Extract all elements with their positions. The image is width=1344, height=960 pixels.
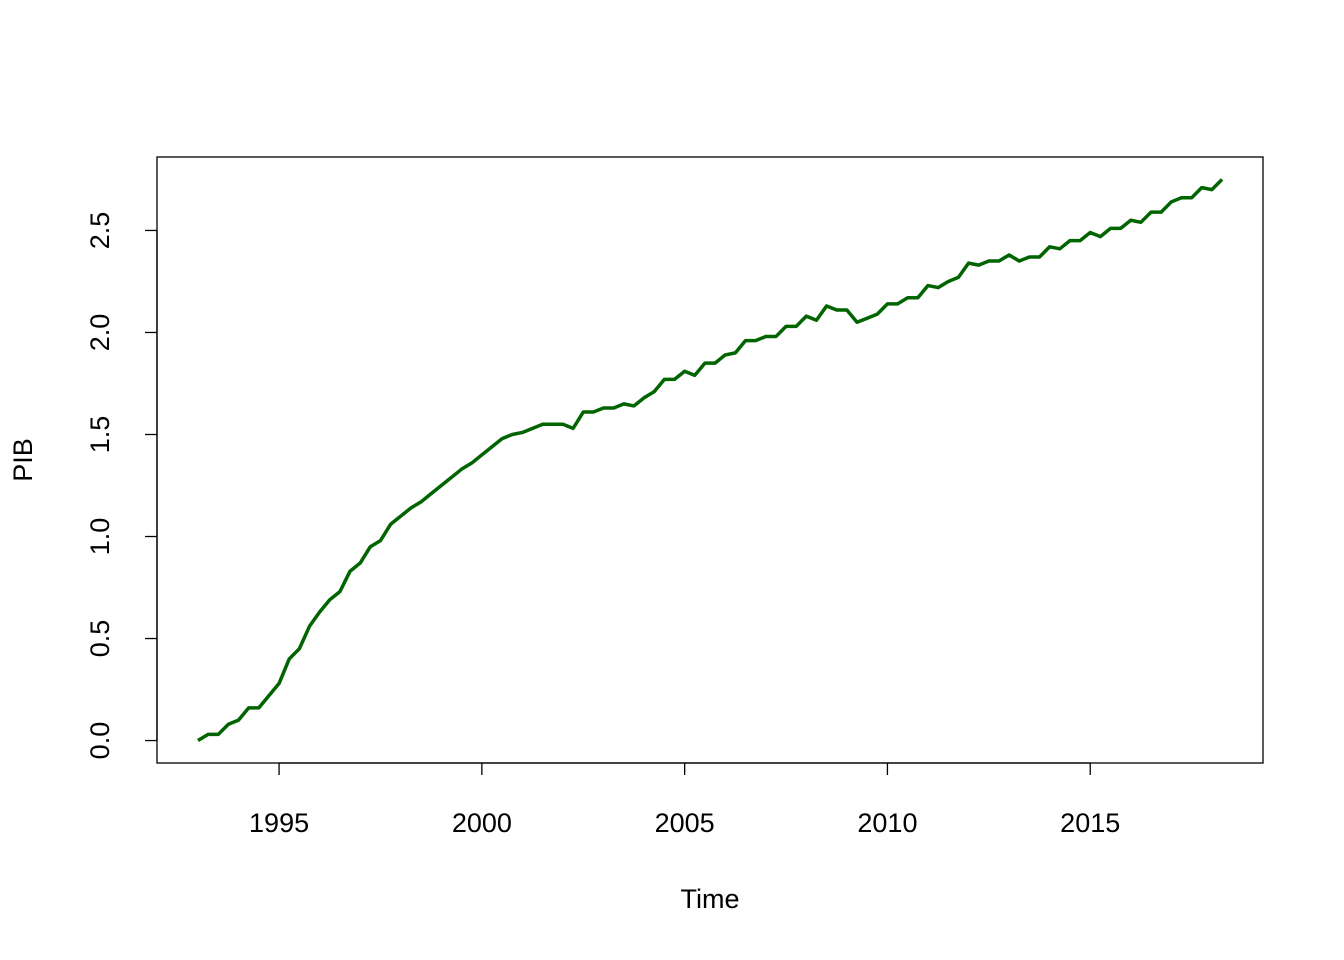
y-tick-label: 2.0 — [85, 314, 115, 352]
y-axis-title: PIB — [8, 438, 38, 482]
plot-frame — [156, 156, 1264, 764]
x-tick-label: 2000 — [452, 808, 512, 838]
y-tick-label: 1.0 — [85, 518, 115, 556]
x-tick-label: 1995 — [249, 808, 309, 838]
x-tick-label: 2010 — [857, 808, 917, 838]
series-line — [197, 178, 1224, 743]
y-tick-label: 2.5 — [85, 212, 115, 250]
y-tick-label: 1.5 — [85, 416, 115, 454]
y-tick-label: 0.0 — [85, 722, 115, 760]
x-tick-label: 2005 — [655, 808, 715, 838]
x-axis-title: Time — [681, 884, 740, 914]
y-tick-label: 0.5 — [85, 620, 115, 658]
x-tick-label: 2015 — [1060, 808, 1120, 838]
